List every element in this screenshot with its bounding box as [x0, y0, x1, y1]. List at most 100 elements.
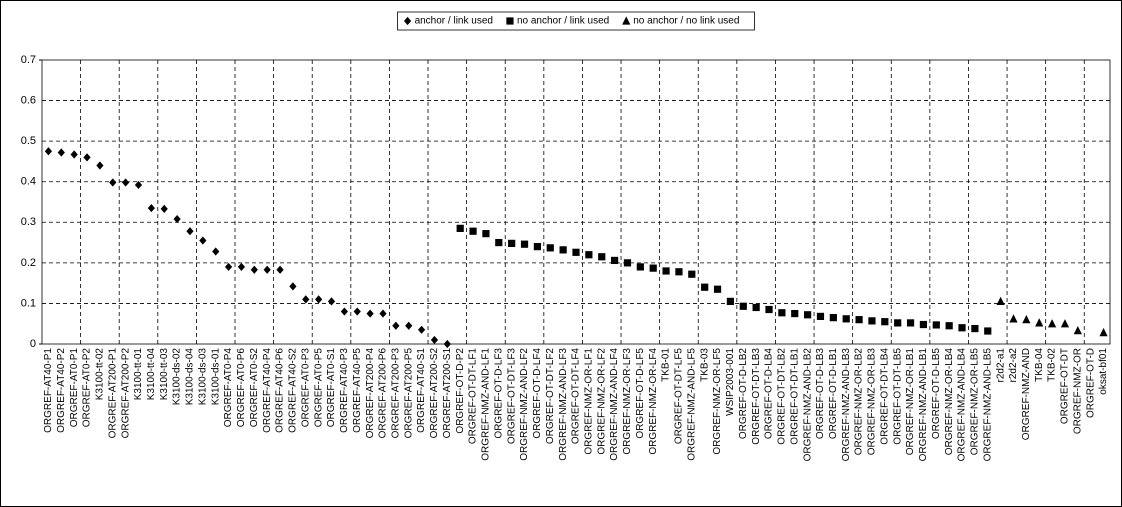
point	[932, 321, 940, 329]
point	[945, 322, 953, 330]
point	[315, 295, 323, 304]
point	[598, 253, 606, 261]
x-tick-label: ORGREF-AT0-P4	[223, 348, 234, 428]
x-tick-label: ORGREF-NMZ-OR-LB2	[854, 348, 865, 456]
point	[289, 282, 297, 291]
x-tick-label: ORGREF-AT0-P2	[82, 348, 93, 428]
point	[611, 256, 619, 265]
x-tick-label: ORGREF-AT40-P3	[339, 348, 350, 433]
point	[508, 239, 516, 247]
x-tick-label: ORGREF-NMZ-AND-LB2	[802, 348, 813, 462]
point	[585, 251, 593, 259]
x-tick-label: ORGREF-OT-DT-LF4	[571, 348, 582, 445]
y-tick-label: 0.4	[21, 176, 36, 188]
x-tick-label: ORGREF-AT0-P1	[69, 348, 80, 428]
legend-label: no anchor / no link used	[633, 16, 739, 27]
x-tick-label: ORGREF-NMZ-AND-LF4	[609, 348, 620, 461]
x-tick-label: ORGREF-OT-DT-LB5	[892, 348, 903, 445]
point	[533, 243, 541, 251]
y-tick-label: 0.5	[21, 135, 36, 147]
x-tick-label: ORGREF-OT-DT-LB3	[751, 348, 762, 445]
x-tick-label: ORGREF-OT-D-P2	[455, 348, 466, 434]
point	[623, 259, 632, 267]
x-tick-label: ORGREF-OT-D-LB1	[828, 348, 839, 440]
x-tick-label: ORGREF-OT-D-LB3	[815, 348, 826, 440]
x-tick-label: ORGREF-OT-D-LF4	[532, 348, 543, 439]
point	[649, 264, 657, 272]
legend-box	[397, 11, 755, 31]
point	[984, 327, 992, 335]
point	[816, 312, 825, 321]
point	[353, 307, 361, 316]
point	[688, 270, 696, 278]
point	[1009, 314, 1018, 323]
point	[83, 153, 91, 162]
point	[224, 262, 233, 272]
x-tick-label: ORGREF-OT-DT-LF3	[506, 348, 517, 445]
point	[675, 268, 683, 276]
point	[559, 246, 567, 254]
x-tick-label: ORGREF-NMZ-OR-LB5	[970, 348, 981, 456]
point	[70, 150, 78, 159]
x-tick-label: ORGREF-AT40-S1	[416, 348, 427, 433]
x-tick-label: ORGREF-OT-D-LF5	[635, 348, 646, 439]
point	[765, 305, 773, 314]
legend-label: no anchor / link used	[517, 16, 609, 27]
x-tick-label: ORGREF-AT200-P6	[378, 348, 389, 439]
point	[636, 263, 644, 271]
x-tick-label: ORGREF-NMZ-AND-LB1	[918, 348, 929, 462]
x-tick-label: ORGREF-AT200-P1	[107, 348, 118, 439]
x-tick-label: ORGREF-NMZ-OR-LB1	[905, 348, 916, 456]
x-tick-label: WSIP2003-001	[725, 348, 736, 416]
x-tick-label: ORGREF-NMZ-AND-LF5	[686, 348, 697, 461]
x-tick-label: ORGREF-OT-D-LB5	[931, 348, 942, 440]
x-tick-label: ORGREF-OT-D-LF3	[493, 348, 504, 439]
point	[1099, 328, 1108, 337]
x-tick-label: ORGREF-OT-DT-LF1	[468, 348, 479, 445]
point	[996, 296, 1005, 305]
point	[57, 148, 65, 157]
point	[804, 311, 812, 319]
x-tick-label: ORGREF-NMZ-AND-LB4	[957, 348, 968, 462]
point	[405, 321, 413, 330]
x-tick-label: ORGREF-AT40-P2	[56, 348, 67, 433]
x-tick-label: K3100-tt-01	[133, 348, 144, 401]
plot-area	[41, 59, 1111, 345]
x-tick-label: ORGREF-AT200-P4	[365, 348, 376, 439]
x-tick-label: ORGREF-AT0-P3	[300, 348, 311, 428]
legend-label: anchor / link used	[415, 16, 493, 27]
legend-marker	[403, 16, 412, 26]
x-tick-label: ORGREF-NMZ-AND-LF2	[519, 348, 530, 461]
point	[237, 262, 246, 272]
point	[482, 230, 490, 238]
point	[1035, 318, 1044, 327]
point	[160, 204, 168, 213]
x-tick-label: K3100-tt-03	[159, 348, 170, 401]
point	[96, 161, 104, 170]
y-tick-label: 0.7	[21, 54, 36, 66]
point	[392, 321, 400, 330]
point	[971, 324, 979, 333]
x-tick-label: ORGREF-AT0-S2	[249, 348, 260, 428]
x-tick-label: TKB-02	[1047, 348, 1058, 382]
x-tick-label: ORGREF-NMZ-OR-LF1	[584, 348, 595, 455]
point	[572, 248, 580, 256]
x-tick-label: ORGREF-NMZ-AND	[1021, 348, 1032, 440]
x-tick-label: ORGREF-OT-DT-LF5	[674, 348, 685, 445]
x-tick-label: ORGREF-OT-D	[1085, 348, 1096, 418]
point	[726, 297, 735, 305]
point	[379, 309, 387, 318]
point	[186, 227, 194, 236]
point	[842, 315, 850, 323]
point	[881, 318, 889, 326]
point	[443, 339, 451, 349]
x-tick-label: TKB-03	[699, 348, 710, 382]
point	[173, 214, 181, 224]
point	[250, 265, 258, 274]
x-tick-label: ORGREF-OT-DT-LB1	[789, 348, 800, 445]
point	[894, 319, 902, 327]
point	[829, 314, 837, 322]
point	[469, 227, 477, 235]
x-tick-label: ORGREF-OT-D-LB2	[738, 348, 749, 440]
point	[327, 297, 336, 306]
